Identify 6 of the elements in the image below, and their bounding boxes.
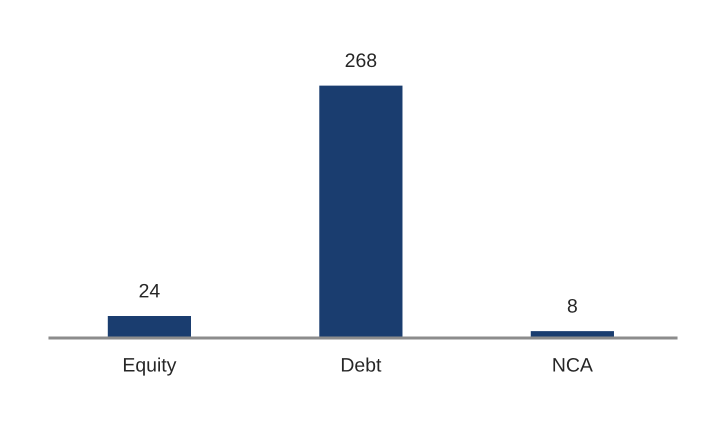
x-tick-label: NCA — [553, 358, 593, 372]
data-label: 24 — [140, 284, 160, 298]
data-label: 268 — [346, 53, 376, 68]
data-label: 8 — [568, 298, 577, 313]
x-tick-label: Equity — [124, 357, 176, 376]
x-tick-label: Debt — [342, 357, 382, 372]
